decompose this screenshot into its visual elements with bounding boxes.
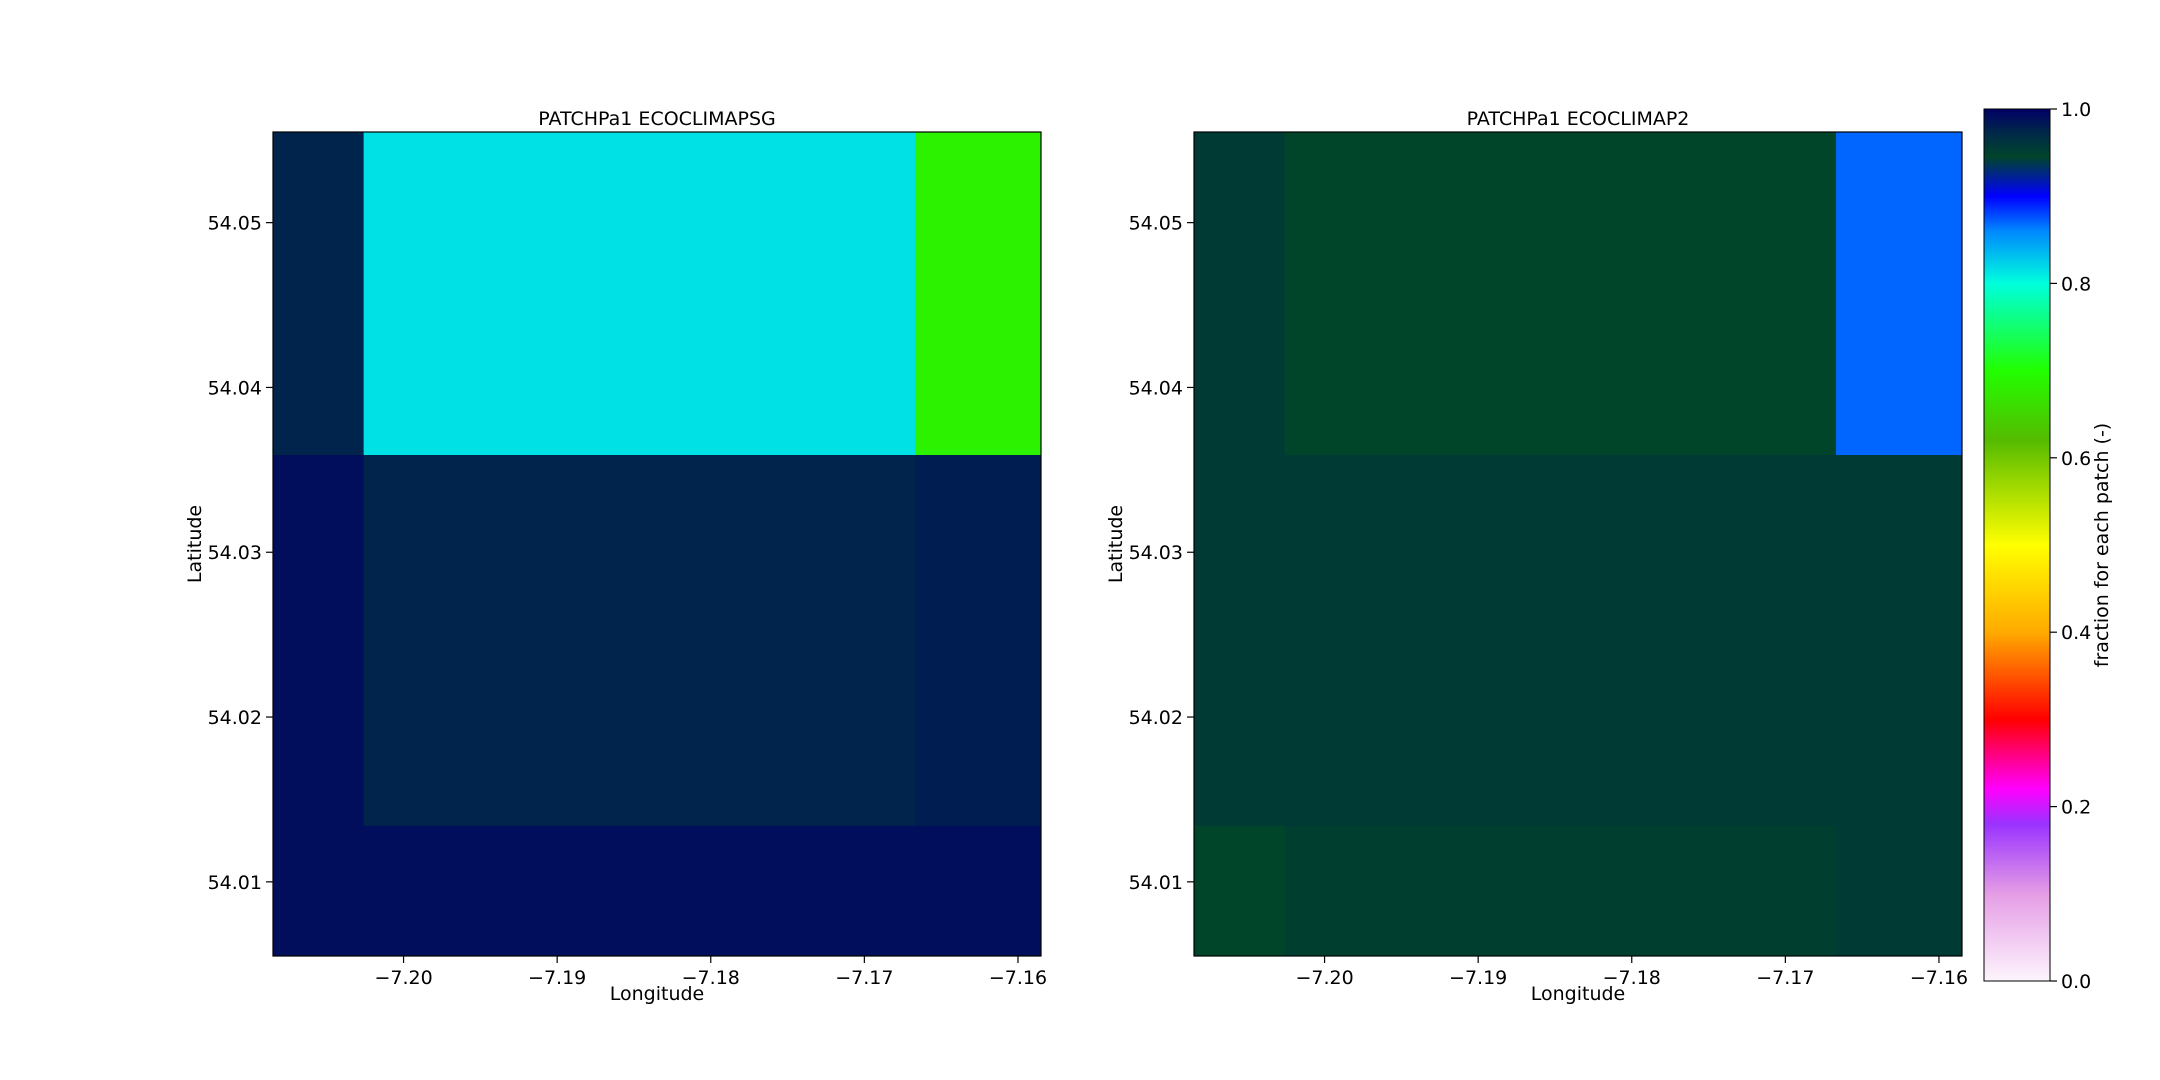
panel1-x-ticks: −7.20 −7.19 −7.18 −7.17 −7.16	[374, 956, 1047, 989]
colorbar: 0.0 0.2 0.4 0.6 0.8 1.0 fraction for each pat…	[1983, 99, 2113, 993]
panel2-heatmap	[1194, 132, 1963, 957]
colorbar-label: fraction for each patch (-)	[2091, 423, 2113, 667]
colorbar-tick-label: 0.0	[2061, 971, 2091, 993]
colorbar-gradient	[1983, 108, 2051, 982]
heatmap-cell	[915, 825, 1042, 957]
panel1-y-ticks: 54.01 54.02 54.03 54.04 54.05	[208, 213, 273, 894]
colorbar-tick-label: 0.8	[2061, 273, 2091, 295]
panel1-title: PATCHPa1 ECOCLIMAPSG	[538, 108, 776, 130]
panel1-heatmap	[273, 132, 1042, 957]
heatmap-cell	[273, 825, 365, 957]
x-tick-label: −7.19	[1449, 967, 1507, 989]
y-tick-label: 54.05	[1129, 213, 1183, 235]
heatmap-cell	[1284, 455, 1837, 827]
x-tick-label: −7.17	[1756, 967, 1814, 989]
heatmap-cell	[1194, 132, 1286, 456]
heatmap-cell	[1284, 132, 1837, 456]
y-tick-label: 54.02	[208, 707, 262, 729]
x-tick-label: −7.19	[528, 967, 586, 989]
panel2-xlabel: Longitude	[1531, 983, 1626, 1005]
heatmap-cell	[363, 825, 916, 957]
panel1-frame	[272, 131, 1042, 957]
heatmap-cell	[1836, 455, 1963, 827]
panel-ecoclimapsg: PATCHPa1 ECOCLIMAPSG −7.20 −7.19 −7.18 −7.1…	[184, 108, 1047, 1005]
heatmap-cell	[1284, 825, 1837, 957]
colorbar-tick-label: 1.0	[2061, 99, 2091, 121]
x-tick-label: −7.16	[1910, 967, 1968, 989]
y-tick-label: 54.04	[208, 377, 262, 399]
panel-ecoclimap2: PATCHPa1 ECOCLIMAP2 −7.20 −7.19 −7.18 −7.17…	[1105, 108, 1968, 1005]
panel1-xlabel: Longitude	[610, 983, 705, 1005]
heatmap-cell	[1836, 825, 1963, 957]
colorbar-tick-label: 0.4	[2061, 622, 2091, 644]
y-tick-label: 54.02	[1129, 707, 1183, 729]
x-tick-label: −7.17	[835, 967, 893, 989]
x-tick-label: −7.18	[682, 967, 740, 989]
heatmap-cell	[273, 455, 365, 827]
heatmap-cell	[1194, 825, 1286, 957]
panel2-x-ticks: −7.20 −7.19 −7.18 −7.17 −7.16	[1295, 956, 1968, 989]
heatmap-cell	[1194, 455, 1286, 827]
y-tick-label: 54.03	[208, 542, 262, 564]
heatmap-cell	[915, 455, 1042, 827]
y-tick-label: 54.01	[208, 872, 262, 894]
y-tick-label: 54.05	[208, 213, 262, 235]
panel2-ylabel: Latitude	[1105, 505, 1127, 583]
heatmap-cell	[363, 455, 916, 827]
colorbar-ticks: 0.0 0.2 0.4 0.6 0.8 1.0	[2050, 99, 2091, 993]
heatmap-cell	[1836, 132, 1963, 456]
heatmap-cell	[915, 132, 1042, 456]
x-tick-label: −7.18	[1603, 967, 1661, 989]
panel1-ylabel: Latitude	[184, 505, 206, 583]
x-tick-label: −7.20	[1295, 967, 1353, 989]
panel2-y-ticks: 54.01 54.02 54.03 54.04 54.05	[1129, 213, 1194, 894]
colorbar-tick-label: 0.2	[2061, 797, 2091, 819]
colorbar-tick-label: 0.6	[2061, 448, 2091, 470]
heatmap-cell	[363, 132, 916, 456]
y-tick-label: 54.01	[1129, 872, 1183, 894]
panel2-title: PATCHPa1 ECOCLIMAP2	[1467, 108, 1690, 130]
y-tick-label: 54.03	[1129, 542, 1183, 564]
x-tick-label: −7.16	[989, 967, 1047, 989]
y-tick-label: 54.04	[1129, 377, 1183, 399]
panel2-frame	[1193, 131, 1963, 957]
x-tick-label: −7.20	[374, 967, 432, 989]
heatmap-cell	[273, 132, 365, 456]
